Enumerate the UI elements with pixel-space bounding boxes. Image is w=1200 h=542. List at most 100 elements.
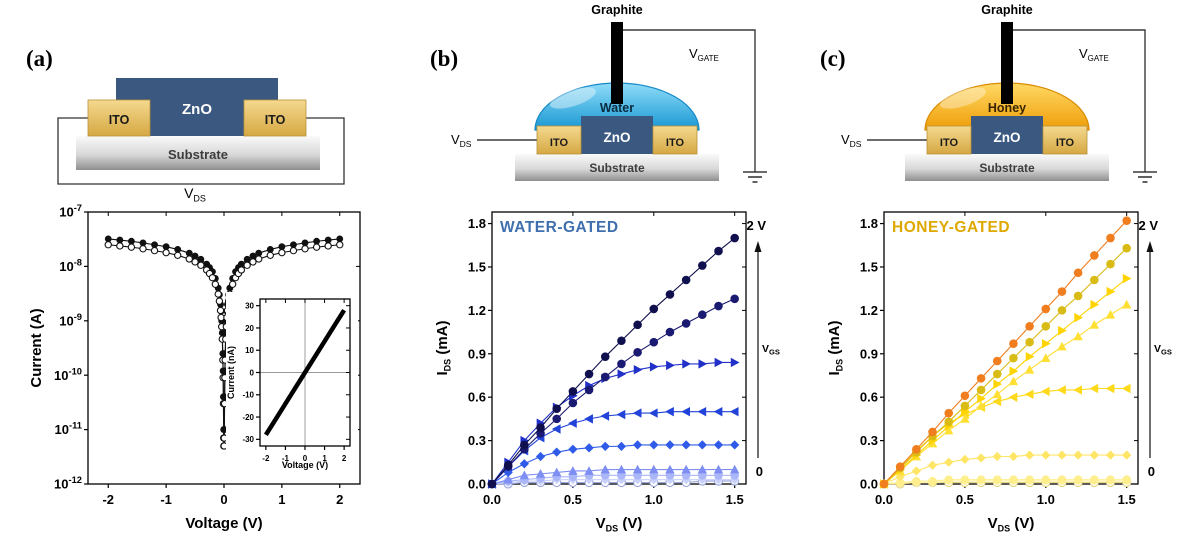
vds-label: VDS [184,185,206,204]
svg-text:10-10: 10-10 [54,366,82,382]
ito-left-label: ITO [940,137,959,149]
substrate-layer [76,136,320,170]
svg-text:1.8: 1.8 [468,216,486,231]
svg-text:0: 0 [250,368,255,377]
svg-text:-1: -1 [160,492,172,507]
svg-text:-2: -2 [262,454,270,463]
honey-gated-output-chart: 0.0 0.5 1.0 1.5 0.0 0.3 0.6 0.9 1.2 1.5 1.8 HONEY-G… [826,211,1172,534]
device-schematic-a: ZnO ITO ITO Substrate VDS [57,78,345,204]
vds-label: VDS [451,132,472,149]
ground-icon [743,171,767,183]
ito-right-label: ITO [265,113,286,127]
panel-c-label: (c) [820,46,846,71]
device-schematic-c: Graphite Honey ZnO ITO ITO Substrate VDS… [841,3,1157,183]
svg-text:0: 0 [303,454,308,463]
svg-text:1.2: 1.2 [468,303,486,318]
ito-right-label: ITO [1056,137,1075,149]
graphite-rod [1001,22,1013,104]
svg-text:10-8: 10-8 [59,257,82,273]
svg-text:2: 2 [336,492,343,507]
substrate-layer [515,154,719,181]
droplet-highlight [940,87,986,109]
svg-text:10-7: 10-7 [59,203,82,219]
panel-b-label: (b) [430,46,459,71]
panel-a-label: (a) [26,46,53,71]
substrate-label: Substrate [589,161,645,175]
svg-text:1.0: 1.0 [1037,492,1055,507]
svg-text:1: 1 [278,492,285,507]
x-axis-label: VDS (V) [596,515,643,534]
y-axis-label: IDS (mA) [826,320,845,375]
series-vgs-1.25 [879,299,1132,488]
svg-text:0.0: 0.0 [875,492,893,507]
vgs-arrow-annotation: 2 V 0 VGS [746,218,779,479]
axes: 0.0 0.5 1.0 1.5 0.0 0.3 0.6 0.9 1.2 1.5 1.8 [468,211,747,507]
svg-text:0.0: 0.0 [860,477,878,492]
ito-left-label: ITO [109,113,130,127]
svg-text:2 V: 2 V [1138,218,1158,233]
svg-text:1.2: 1.2 [860,303,878,318]
svg-text:0: 0 [756,464,763,479]
svg-text:30: 30 [245,301,254,310]
vgate-label: VGATE [1079,46,1109,63]
svg-text:10-11: 10-11 [55,421,82,437]
svg-text:10: 10 [245,346,254,355]
svg-text:-20: -20 [242,413,254,422]
zno-label: ZnO [994,130,1021,145]
svg-text:0.0: 0.0 [483,492,501,507]
x-axis-label: Voltage (V) [282,460,328,470]
svg-text:1.0: 1.0 [645,492,663,507]
svg-text:1.5: 1.5 [468,260,486,275]
svg-text:1.8: 1.8 [860,216,878,231]
zno-label: ZnO [604,130,631,145]
droplet-highlight [550,87,596,109]
vgate-label: VGATE [689,46,719,63]
water-gated-output-chart: 0.0 0.5 1.0 1.5 0.0 0.3 0.6 0.9 1.2 1.5 1.8 WATER-G… [434,211,780,534]
svg-text:0.9: 0.9 [860,346,878,361]
svg-text:20: 20 [245,324,254,333]
device-schematic-b: Graphite Water ZnO ITO ITO Substrate VDS… [451,3,767,183]
vds-label: VDS [841,132,862,149]
svg-text:1: 1 [322,454,327,463]
svg-text:0.5: 0.5 [956,492,974,507]
ground-icon [1133,171,1157,183]
svg-text:0.3: 0.3 [860,433,878,448]
svg-text:-2: -2 [102,492,114,507]
series-vgs-2 [487,233,739,489]
svg-text:0.9: 0.9 [468,346,486,361]
zno-layer [971,116,1043,154]
svg-text:0: 0 [220,492,227,507]
vgs-arrow-annotation: 2 V 0 VGS [1138,218,1171,479]
svg-text:10-12: 10-12 [54,475,82,491]
zno-label: ZnO [182,101,212,118]
ds-loop-wire [57,117,345,185]
series-vgs-2 [879,216,1131,489]
substrate-layer [905,154,1109,181]
svg-text:1.5: 1.5 [1118,492,1136,507]
ito-right-layer [1042,125,1088,155]
svg-text:10-9: 10-9 [59,312,82,328]
svg-text:VGS: VGS [1154,343,1172,357]
svg-text:1.5: 1.5 [860,260,878,275]
svg-text:0: 0 [1148,464,1155,479]
y-axis-label: IDS (mA) [434,320,453,375]
chart-title: WATER-GATED [500,219,619,236]
series-vgs-0.75 [879,450,1132,489]
svg-text:0.3: 0.3 [468,433,486,448]
graphite-rod [611,22,623,104]
liquid-label: Honey [988,101,1026,115]
svg-text:0.6: 0.6 [860,390,878,405]
svg-text:-10: -10 [242,391,254,400]
svg-text:0.0: 0.0 [468,477,486,492]
chart-title: HONEY-GATED [892,219,1010,236]
ito-left-layer [536,125,582,155]
svg-text:-30: -30 [242,435,254,444]
y-axis-label: Current (nA) [226,346,236,399]
series-vgs-0.75 [487,464,740,488]
graphite-label: Graphite [591,3,642,17]
gate-wire [623,29,756,172]
svg-text:1.5: 1.5 [726,492,744,507]
ito-right-layer [243,99,307,137]
zno-layer [581,116,653,154]
